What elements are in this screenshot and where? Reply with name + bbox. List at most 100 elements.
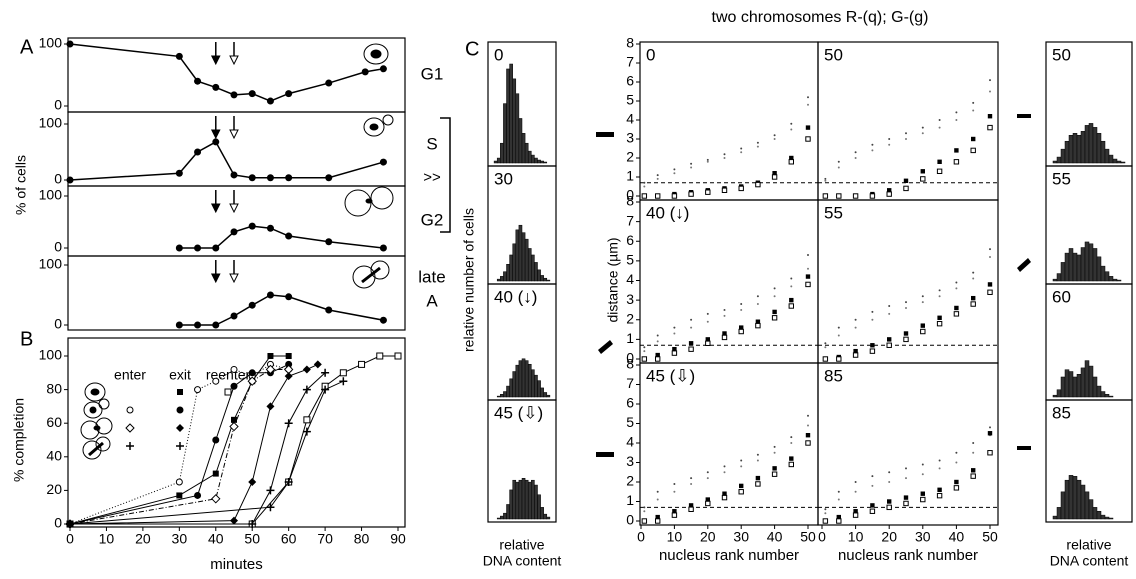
bar (1096, 385, 1102, 398)
point (869, 348, 876, 354)
bar (546, 516, 551, 520)
point (955, 451, 958, 454)
point (790, 436, 793, 439)
point (854, 481, 857, 483)
bar (1092, 376, 1098, 398)
bar (1076, 254, 1082, 282)
point (266, 486, 275, 495)
point (325, 306, 333, 314)
bar (493, 160, 498, 164)
bar (1060, 148, 1066, 164)
point (284, 419, 293, 428)
point (194, 244, 202, 252)
x-tick-label: 80 (354, 531, 370, 547)
y-tick-label: 7 (626, 375, 634, 391)
arrow-head (229, 203, 239, 214)
bar (500, 276, 504, 282)
point (230, 228, 238, 236)
y-tick-label: 0 (54, 171, 62, 187)
point (771, 315, 778, 321)
point (852, 193, 859, 199)
bar (496, 517, 501, 520)
point (788, 461, 794, 468)
point (655, 514, 660, 520)
point (936, 168, 943, 175)
x-tick-label: 50 (800, 529, 816, 545)
point (379, 316, 387, 324)
bar (1084, 491, 1090, 520)
bar (1104, 148, 1110, 164)
y-tick-label: 4 (626, 111, 634, 127)
point (643, 185, 646, 188)
arrow-head (210, 129, 221, 140)
point (673, 332, 676, 335)
point (175, 169, 183, 177)
bar (1084, 360, 1090, 398)
point (972, 442, 975, 444)
y-tick-label: 100 (39, 256, 63, 272)
point (824, 508, 827, 511)
point (854, 151, 857, 154)
x-tick-label: 30 (733, 529, 749, 545)
bar (1080, 367, 1086, 398)
point (285, 353, 292, 359)
bar (1076, 374, 1082, 398)
point (688, 506, 694, 513)
point (643, 510, 646, 513)
point (903, 331, 909, 336)
point (740, 151, 743, 154)
point (655, 193, 661, 199)
y-tick-label: 2 (626, 473, 634, 489)
point (837, 490, 840, 493)
point (656, 174, 659, 177)
point (212, 244, 220, 252)
chart-title: two chromosomes R-(q); G-(g) (712, 9, 929, 26)
bar (540, 387, 544, 398)
point (248, 222, 256, 230)
legend-marker (177, 389, 183, 395)
point (887, 337, 892, 342)
bar (515, 481, 520, 520)
cell-icons (344, 43, 394, 289)
data-line (179, 294, 384, 326)
bar (524, 142, 529, 164)
point (671, 350, 678, 356)
x-axis-label: DNA content (483, 553, 562, 569)
y-axis-label: relative number of cells (461, 208, 477, 352)
bar (524, 360, 529, 398)
bar (1088, 123, 1094, 164)
x-tick-label: 40 (949, 529, 965, 545)
point (805, 136, 811, 142)
point (989, 426, 991, 429)
bar (1112, 158, 1118, 164)
legend-header: enter (114, 367, 146, 383)
point (888, 481, 891, 483)
bar (1120, 161, 1126, 164)
bar (1068, 371, 1074, 398)
point (673, 168, 676, 171)
panel-tag: 50 (824, 45, 843, 64)
panel-tag: 55 (824, 203, 843, 222)
x-tick-label: 60 (281, 531, 297, 547)
bar (1052, 160, 1058, 164)
y-tick-label: 7 (626, 54, 634, 70)
point (789, 297, 794, 303)
point (854, 490, 857, 493)
point (921, 295, 924, 298)
legend-marker (125, 423, 135, 433)
bar (515, 364, 520, 398)
point (905, 132, 907, 135)
point (888, 143, 891, 146)
point (971, 468, 976, 473)
point (870, 503, 875, 508)
point (771, 174, 778, 180)
point (869, 508, 876, 514)
point (643, 346, 646, 349)
point (852, 352, 859, 358)
x-tick-label: 10 (99, 531, 115, 547)
point (176, 492, 183, 499)
point (905, 138, 907, 140)
point (688, 191, 694, 197)
bar (521, 133, 526, 164)
bar (509, 489, 513, 520)
